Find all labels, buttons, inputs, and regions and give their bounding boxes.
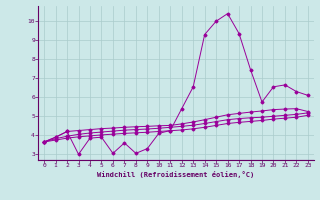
X-axis label: Windchill (Refroidissement éolien,°C): Windchill (Refroidissement éolien,°C) — [97, 171, 255, 178]
